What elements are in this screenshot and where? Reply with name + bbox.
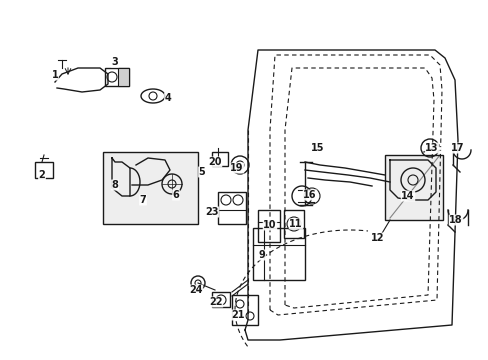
Text: 4: 4 [164,93,171,103]
Text: 22: 22 [209,297,223,307]
Text: 13: 13 [425,143,438,153]
Text: 17: 17 [450,143,464,153]
Text: 23: 23 [205,207,218,217]
Bar [103,152,198,224]
Bar [212,292,229,307]
Text: 3: 3 [111,57,118,67]
Bar [35,162,53,178]
Bar [384,155,442,220]
Text: 9: 9 [258,250,265,260]
Bar [212,152,227,166]
Text: 7: 7 [140,195,146,205]
Text: 5: 5 [198,167,205,177]
Text: 12: 12 [370,233,384,243]
Text: 16: 16 [303,190,316,200]
Bar [218,192,245,224]
Text: 6: 6 [172,190,179,200]
Text: 18: 18 [448,215,462,225]
Bar [284,210,304,238]
Text: 24: 24 [189,285,203,295]
Bar [231,295,258,325]
Bar [105,68,129,86]
Bar [118,68,129,86]
Bar [252,228,305,280]
Text: 10: 10 [263,220,276,230]
Text: 19: 19 [230,163,243,173]
Text: 8: 8 [111,180,118,190]
Text: 21: 21 [231,310,244,320]
Text: 2: 2 [39,170,45,180]
Text: 15: 15 [311,143,324,153]
Text: 20: 20 [208,157,221,167]
Text: 14: 14 [401,191,414,201]
Text: 11: 11 [289,219,302,229]
Text: 1: 1 [52,70,58,80]
Bar [258,210,280,242]
